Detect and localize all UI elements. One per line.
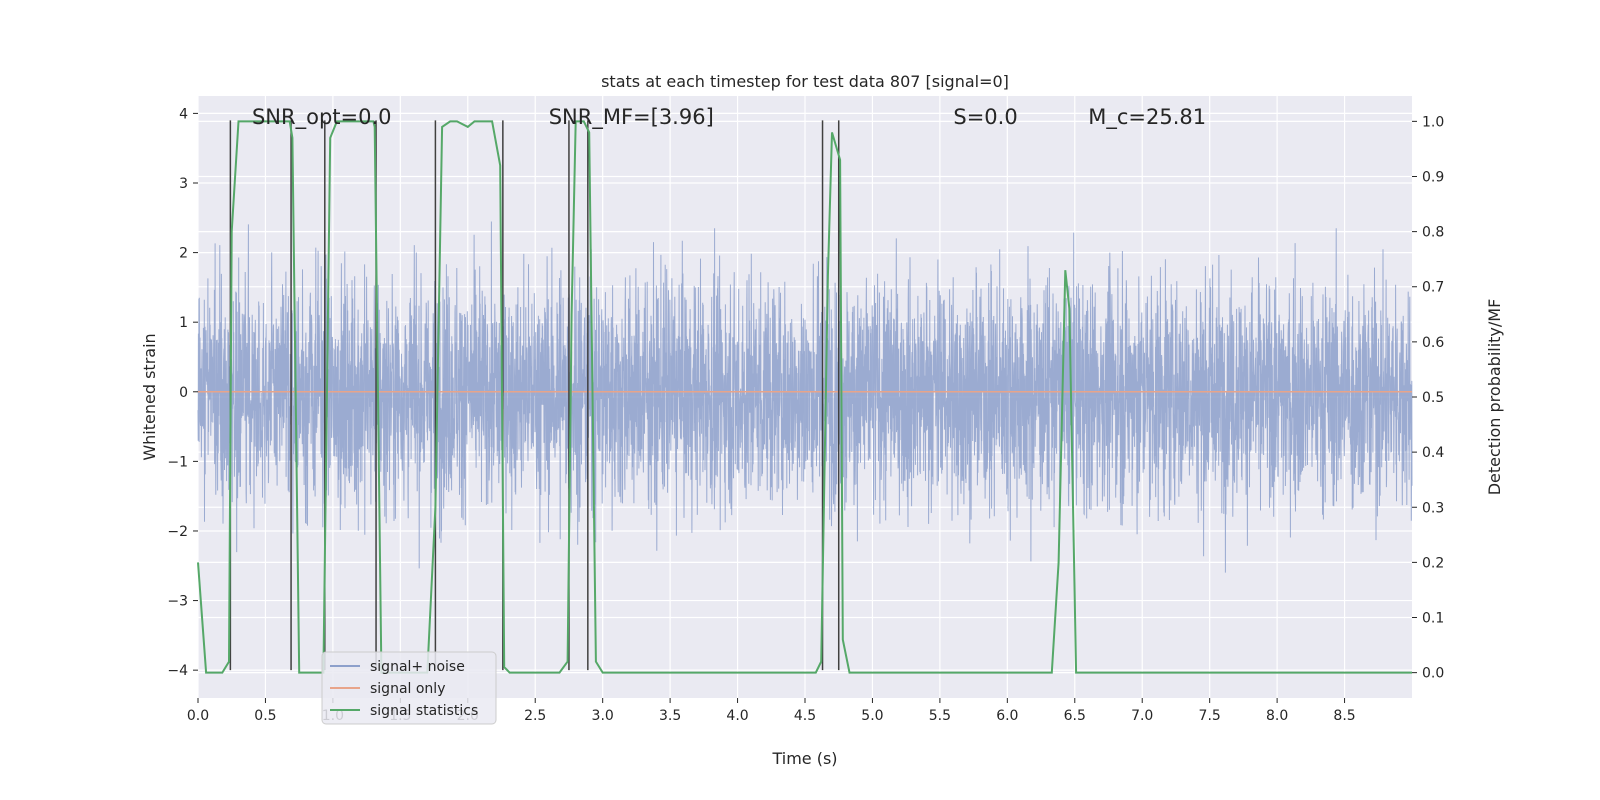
x-tick-label: 5.5: [929, 708, 951, 724]
x-tick-label: 4.0: [726, 708, 748, 724]
y-right-tick-label: 0.8: [1422, 225, 1444, 241]
y-left-tick-label: 4: [179, 106, 188, 122]
annotation-s-value: S=0.0: [953, 105, 1017, 129]
annotation-snr-opt: SNR_opt=0.0: [252, 105, 392, 130]
y-left-tick-label: −3: [167, 594, 188, 610]
y-right-tick-label: 0.7: [1422, 280, 1444, 296]
y-left-axis-ticks: −4 −3 −2 −1 0 1 2 3 4: [167, 106, 198, 679]
annotation-mc-value: M_c=25.81: [1088, 105, 1206, 130]
y-right-axis-label: Detection probability/MF: [1485, 299, 1504, 496]
statistics-line: [197, 120, 1412, 674]
legend-box: [321, 651, 497, 725]
x-tick-label: 7.5: [1199, 708, 1221, 724]
x-tick-label: 6.0: [996, 708, 1018, 724]
y-left-tick-label: 1: [179, 315, 188, 331]
x-tick-label: 3.0: [592, 708, 614, 724]
x-tick-label: 0.5: [254, 708, 276, 724]
y-right-tick-label: 0.3: [1422, 500, 1444, 516]
y-left-tick-label: 3: [179, 176, 188, 192]
y-left-tick-label: 0: [179, 385, 188, 401]
y-left-tick-label: −1: [167, 454, 188, 470]
annotations: SNR_opt=0.0 SNR_MF=[3.96] S=0.0 M_c=25.81: [252, 105, 1206, 130]
legend-label: signal only: [370, 681, 445, 697]
y-right-tick-label: 0.2: [1422, 555, 1444, 571]
annotation-snr-mf: SNR_MF=[3.96]: [549, 105, 714, 130]
x-tick-label: 8.5: [1333, 708, 1355, 724]
noise-line: [197, 221, 1413, 573]
y-right-tick-label: 0.5: [1422, 390, 1444, 406]
y-right-tick-label: 0.6: [1422, 335, 1444, 351]
series-signal-noise: [197, 221, 1413, 573]
x-tick-label: 0.0: [187, 708, 209, 724]
legend-label: signal+ noise: [370, 659, 465, 675]
y-right-tick-label: 0.1: [1422, 611, 1444, 627]
y-right-axis-ticks: 0.0 0.1 0.2 0.3 0.4 0.5 0.6 0.7 0.8 0.9 1.0: [1412, 114, 1444, 682]
x-tick-label: 8.0: [1266, 708, 1288, 724]
x-tick-label: 3.5: [659, 708, 681, 724]
legend: signal+ noise signal only signal statistic…: [321, 651, 497, 725]
y-left-tick-label: −2: [167, 524, 188, 540]
y-right-tick-label: 0.9: [1422, 169, 1444, 185]
y-left-tick-label: −4: [167, 663, 188, 679]
x-tick-label: 4.5: [794, 708, 816, 724]
series-signal-statistics: [197, 120, 1412, 674]
y-left-tick-label: 2: [179, 246, 188, 262]
y-right-tick-label: 0.0: [1422, 666, 1444, 682]
y-left-axis-label: Whitened strain: [140, 333, 159, 460]
y-right-tick-label: 0.4: [1422, 445, 1444, 461]
chart-title: stats at each timestep for test data 807…: [601, 72, 1009, 91]
x-tick-label: 5.0: [861, 708, 883, 724]
legend-label: signal statistics: [370, 703, 478, 719]
x-tick-label: 7.0: [1131, 708, 1153, 724]
x-tick-label: 2.5: [524, 708, 546, 724]
y-right-tick-label: 1.0: [1422, 114, 1444, 130]
x-tick-label: 6.5: [1064, 708, 1086, 724]
x-axis-label: Time (s): [771, 749, 837, 768]
